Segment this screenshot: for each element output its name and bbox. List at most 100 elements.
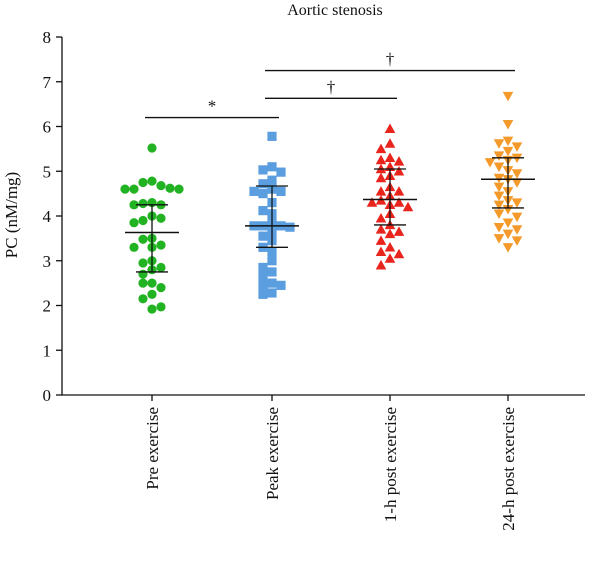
data-point [267,267,277,277]
data-point [502,229,514,240]
data-point [129,218,139,228]
data-point [258,231,268,241]
data-point [384,138,396,148]
significance-marker: † [386,50,395,69]
data-point [138,258,148,268]
x-tick-label: 24-h post exercise [499,407,518,531]
y-tick-label: 5 [43,162,52,181]
data-point [484,158,496,168]
data-point [267,131,277,141]
data-point [511,142,523,152]
data-point [147,143,157,153]
data-point [393,248,405,259]
y-tick-label: 3 [43,252,52,271]
data-point [138,198,148,209]
significance-brackets: * † † [145,50,515,119]
data-point [267,278,277,288]
data-point [384,253,396,263]
axes: 0 1 2 3 4 5 6 7 8 Pre exercise Peak exercise 1-h po… [43,28,585,531]
x-tick-label: Peak exercise [263,407,282,500]
data-point [511,178,523,188]
data-point [393,186,405,196]
data-point [156,213,166,223]
data-point [375,154,387,165]
data-point [375,246,387,257]
data-point [502,120,514,130]
data-point [267,175,277,185]
y-tick-label: 7 [43,73,52,92]
data-point [393,197,405,207]
data-point [375,212,387,223]
data-point [493,162,505,173]
data-point [276,167,286,177]
data-point [375,186,387,196]
data-point [393,165,405,176]
data-point [258,206,268,216]
y-tick-label: 8 [43,28,52,47]
data-point [156,240,166,250]
data-point [375,224,387,234]
data-point [493,200,505,211]
data-point [249,186,259,196]
x-tick-label: Pre exercise [143,407,162,490]
data-point [511,169,523,179]
y-tick-label: 0 [43,386,52,405]
data-point [267,162,277,172]
y-tick-label: 6 [43,118,52,137]
data-point [129,184,139,194]
data-point [375,235,387,245]
data-point [511,212,523,223]
data-point [276,186,286,196]
data-point [366,197,378,207]
data-point [267,247,277,257]
data-point [493,209,505,220]
data-point [384,152,396,163]
data-point [493,139,505,149]
data-point [138,215,148,226]
data-point [493,182,505,193]
data-point [493,222,505,233]
data-point [156,283,166,293]
data-point [493,173,505,184]
data-point [493,191,505,202]
data-point [258,289,268,299]
data-point [375,259,387,270]
chart-title: Aortic stenosis [287,2,383,19]
data-points [120,91,523,314]
median-iqr-bars [125,157,535,273]
data-point [147,289,157,299]
data-point [502,136,514,147]
data-point [147,176,157,186]
data-point [267,288,277,298]
data-point [258,165,268,175]
data-point [285,222,295,232]
data-point [511,225,523,235]
data-point [511,198,523,208]
data-point [493,151,505,161]
y-tick-label: 1 [43,341,52,360]
data-point [375,143,387,154]
data-point [147,278,157,288]
data-point [138,294,148,304]
y-tick-label: 4 [43,207,52,226]
data-point [384,228,396,239]
data-point [267,256,277,266]
data-point [502,146,514,157]
data-point [138,177,148,188]
significance-marker: * [208,97,217,116]
data-point [493,234,505,244]
data-point [258,189,268,199]
data-point [156,180,166,191]
y-axis-label: PC (nM/mg) [2,172,21,258]
significance-marker: † [327,77,336,96]
data-point [511,236,523,246]
data-point [174,184,184,194]
data-point [393,156,405,166]
data-point [276,280,286,290]
data-point [502,91,514,102]
data-point [375,172,387,183]
data-point [138,278,148,288]
data-point [258,262,268,273]
x-tick-label: 1-h post exercise [381,407,400,522]
